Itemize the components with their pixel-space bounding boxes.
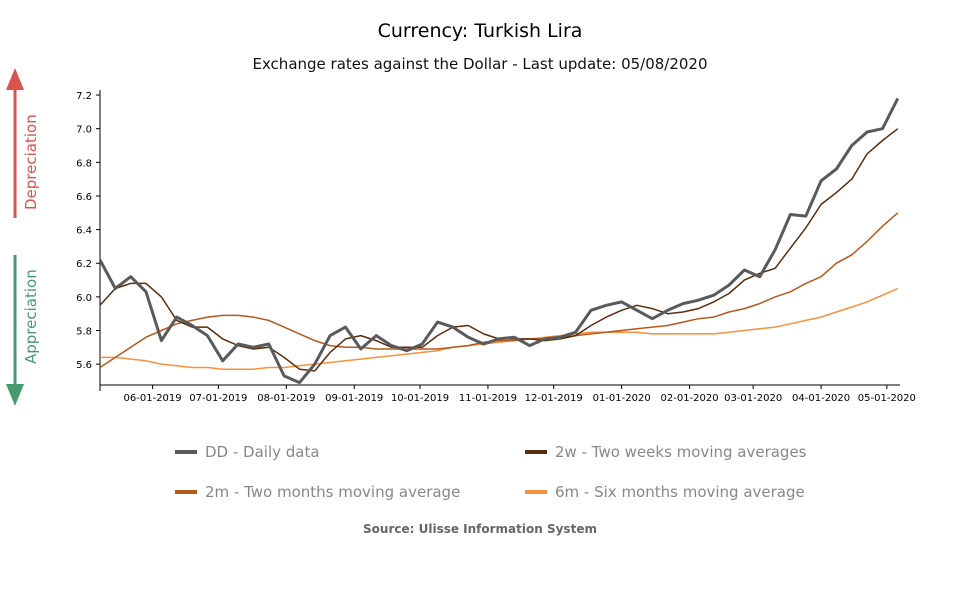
legend-label: 6m - Six months moving average (555, 483, 805, 501)
legend-item-2w[interactable]: 2w - Two weeks moving averages (525, 443, 807, 461)
down-arrow-icon (6, 384, 24, 406)
y-tick-label: 5.8 (76, 327, 92, 338)
x-tick-label: 09-01-2019 (325, 393, 383, 404)
y-tick-label: 6.2 (76, 259, 92, 270)
chart-subtitle: Exchange rates against the Dollar - Last… (252, 55, 708, 73)
y-tick-label: 5.6 (76, 360, 92, 371)
series-line-6m (100, 287, 899, 370)
up-arrow-icon (6, 68, 24, 90)
legend-label: 2w - Two weeks moving averages (555, 443, 807, 461)
source-note: Source: Ulisse Information System (363, 522, 597, 536)
x-tick-label: 01-01-2020 (593, 393, 651, 404)
x-tick-label: 04-01-2020 (792, 393, 850, 404)
legend-swatch (175, 490, 197, 494)
y-tick-label: 6.8 (76, 158, 92, 169)
y-tick-label: 6.6 (76, 192, 92, 203)
legend-item-6m[interactable]: 6m - Six months moving average (525, 483, 805, 501)
legend-swatch (525, 490, 547, 494)
legend-item-daily[interactable]: DD - Daily data (175, 443, 320, 461)
y-tick-label: 7.0 (76, 125, 92, 136)
y-tick-label: 6.0 (76, 293, 92, 304)
chart-title: Currency: Turkish Lira (377, 20, 583, 42)
legend-item-2m[interactable]: 2m - Two months moving average (175, 483, 460, 501)
x-tick-label: 10-01-2019 (391, 393, 449, 404)
x-tick-label: 02-01-2020 (661, 393, 719, 404)
legend-label: DD - Daily data (205, 443, 320, 461)
x-tick-label: 05-01-2020 (858, 393, 916, 404)
x-tick-label: 08-01-2019 (257, 393, 315, 404)
x-tick-label: 06-01-2019 (124, 393, 182, 404)
series-line-2m (99, 212, 899, 369)
x-tick-label: 07-01-2019 (189, 393, 247, 404)
x-tick-label: 11-01-2019 (459, 393, 517, 404)
x-tick-label: 03-01-2020 (724, 393, 782, 404)
legend-swatch (525, 450, 547, 454)
y-tick-label: 7.2 (76, 91, 92, 102)
legend-swatch (175, 450, 197, 454)
series-line-2w (99, 128, 899, 372)
y-tick-label: 6.4 (76, 226, 92, 237)
x-tick-label: 12-01-2019 (525, 393, 583, 404)
series-line-daily (98, 97, 900, 385)
legend-label: 2m - Two months moving average (205, 483, 461, 501)
